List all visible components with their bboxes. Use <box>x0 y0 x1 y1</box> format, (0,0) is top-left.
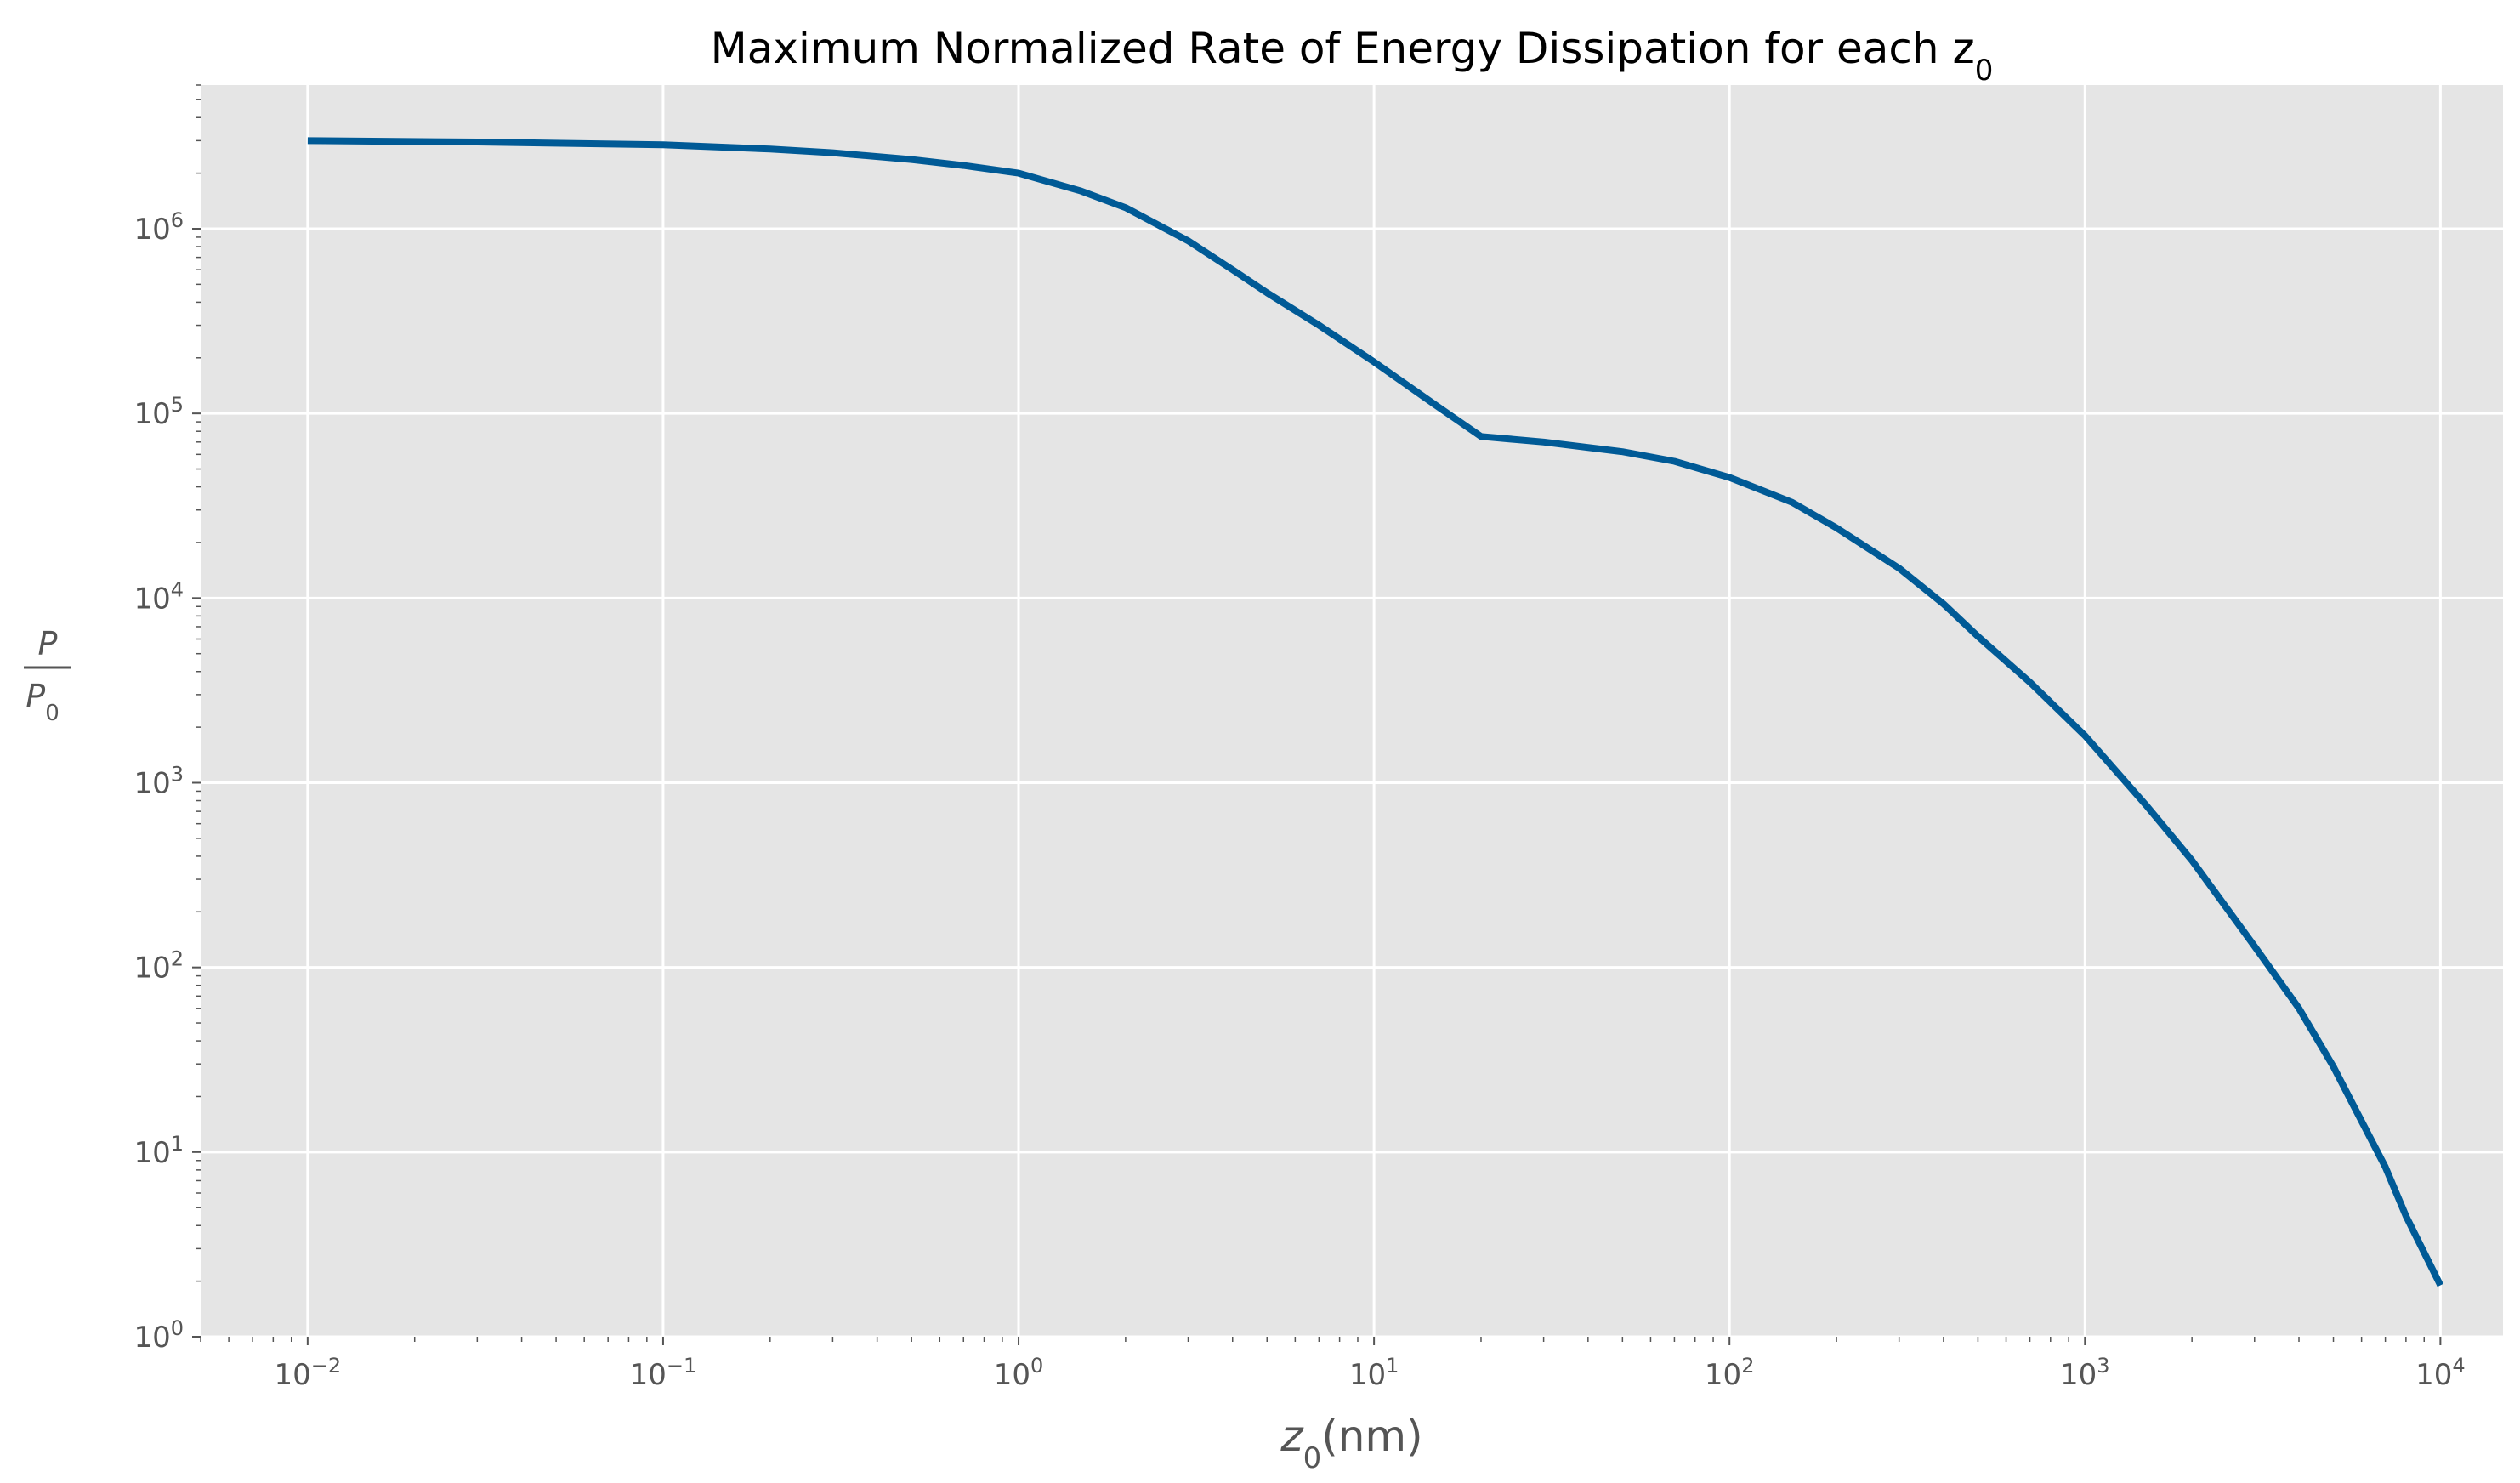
chart-title-subscript: 0 <box>1975 54 1994 88</box>
y-tick-label: 100 <box>133 1316 184 1355</box>
x-tick-label: 104 <box>2415 1354 2466 1392</box>
grid <box>201 85 2503 1338</box>
x-axis-ticks: 10−2 10−1 100 101 102 103 104 <box>275 1337 2466 1392</box>
y-tick-label: 106 <box>133 208 184 247</box>
y-axis-label-numerator: P <box>38 625 58 662</box>
x-axis-label: z0(nm) <box>1280 1412 1422 1475</box>
series-layer <box>307 137 2443 1287</box>
y-tick-label: 104 <box>133 577 184 616</box>
x-axis-label-subscript: 0 <box>1303 1441 1322 1475</box>
y-axis-label: P P0 <box>24 625 71 726</box>
y-tick-label: 102 <box>133 947 184 986</box>
chart-title: Maximum Normalized Rate of Energy Dissip… <box>711 24 1994 88</box>
x-tick-label: 10−1 <box>630 1354 697 1392</box>
y-axis-ticks: 100 101 102 103 104 105 106 <box>133 208 201 1355</box>
minor-ticks <box>196 84 2425 1342</box>
plot-background <box>201 85 2503 1337</box>
x-tick-label: 102 <box>1705 1354 1755 1392</box>
x-tick-label: 101 <box>1349 1354 1399 1392</box>
series-line <box>307 137 2443 1287</box>
y-axis-label-denominator: P0 <box>26 678 59 726</box>
x-tick-label: 100 <box>994 1354 1044 1392</box>
x-tick-label: 103 <box>2060 1354 2110 1392</box>
x-axis-label-unit: (nm) <box>1321 1412 1422 1461</box>
y-tick-label: 105 <box>133 393 184 431</box>
y-tick-label: 103 <box>133 762 184 800</box>
y-tick-label: 101 <box>133 1132 184 1170</box>
x-tick-label: 10−2 <box>275 1354 342 1392</box>
